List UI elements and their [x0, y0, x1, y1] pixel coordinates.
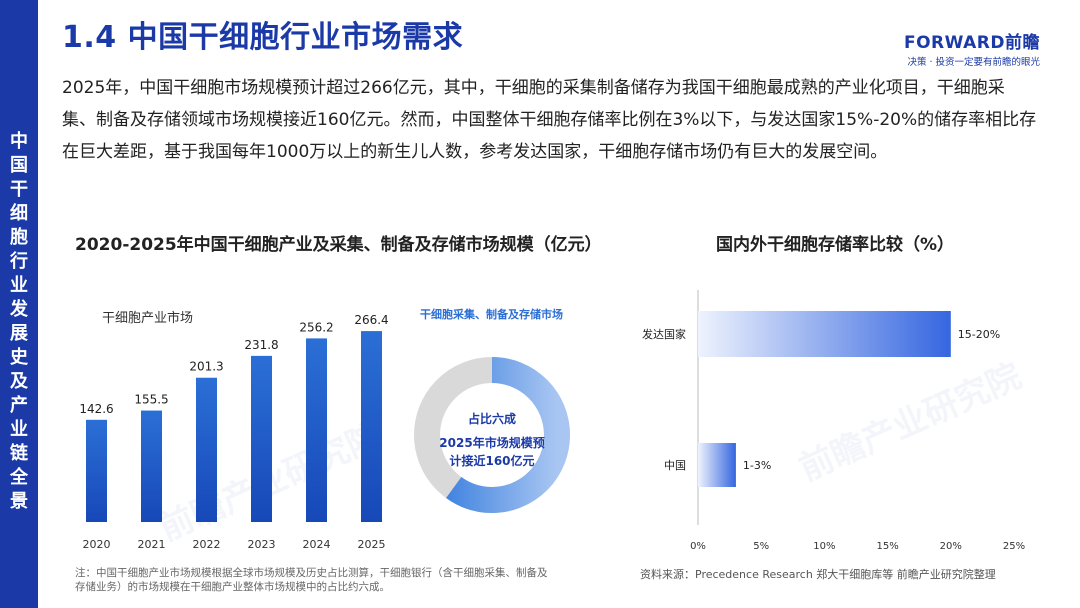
x-tick-label: 2024 [303, 538, 331, 551]
bar [86, 419, 107, 522]
bar [196, 377, 217, 522]
x-tick-label: 25% [1003, 541, 1025, 552]
bar-value-label: 266.4 [354, 313, 388, 327]
bar-value-label: 256.2 [299, 320, 333, 334]
bar [251, 355, 272, 522]
hbar-value-label: 1-3% [743, 459, 771, 472]
market-size-bar-chart: 142.6 2020 155.5 2021 201.3 2022 231.8 2023 256.… [79, 313, 388, 551]
donut-center-line-2: 2025年市场规模预 [439, 435, 544, 450]
brand-slogan: 决策 · 投资一定要有前瞻的眼光 [907, 57, 1040, 68]
category-label: 发达国家 [642, 327, 686, 341]
bar-value-label: 142.6 [79, 402, 113, 416]
data-source: 资料来源：Precedence Research 郑大干细胞库等 前瞻产业研究院… [640, 568, 996, 581]
bar [361, 331, 382, 522]
x-tick-label: 2025 [358, 538, 386, 551]
bar [306, 338, 327, 522]
side-bar: 中国干细胞行业发展史及产业链全景 [0, 0, 38, 608]
x-tick-label: 15% [876, 541, 898, 552]
donut-title: 干细胞采集、制备及存储市场 [420, 308, 563, 321]
footnote: 注：中国干细胞产业市场规模根据全球市场规模及历史占比测算，干细胞银行（含干细胞采… [75, 567, 548, 593]
brand-name: FORWARD前瞻 [903, 33, 1040, 53]
x-tick-label: 0% [690, 541, 706, 552]
brand-logo: FORWARD前瞻 决策 · 投资一定要有前瞻的眼光 [904, 28, 1040, 68]
x-tick-label: 2020 [83, 538, 111, 551]
intro-paragraph: 2025年，中国干细胞市场规模预计超过266亿元，其中，干细胞的采集制备储存为我… [62, 78, 1037, 162]
x-tick-label: 20% [940, 541, 962, 552]
bar-value-label: 155.5 [134, 393, 168, 407]
bar-value-label: 201.3 [189, 360, 223, 374]
series-label: 干细胞产业市场 [102, 311, 194, 326]
left-chart-title: 2020-2025年中国干细胞产业及采集、制备及存储市场规模（亿元） [75, 235, 602, 255]
x-tick-label: 2023 [248, 538, 276, 551]
right-chart-title: 国内外干细胞存储率比较（%） [716, 235, 955, 255]
x-tick-label: 2021 [138, 538, 166, 551]
x-tick-label: 5% [753, 541, 769, 552]
sidebar-vertical-title: 中国干细胞行业发展史及产业链全景 [10, 131, 28, 512]
storage-share-donut-chart: 占比六成 2025年市场规模预 计接近160亿元 [414, 357, 570, 513]
page-title: 1.4 中国干细胞行业市场需求 [62, 20, 464, 55]
hbar [698, 443, 736, 487]
x-tick-label: 2022 [193, 538, 221, 551]
hbar-series-group: 0% 5% 10% 15% 20% 25% 发达国家 15-20% 中国 1-3% [642, 290, 1025, 552]
storage-rate-comparison-chart: 0% 5% 10% 15% 20% 25% 发达国家 15-20% 中国 1-3% [642, 290, 1025, 552]
category-label: 中国 [664, 459, 686, 472]
hbar-value-label: 15-20% [958, 328, 1000, 341]
donut-center-line-3: 计接近160亿元 [449, 453, 534, 468]
hbar [698, 311, 951, 357]
bar-series-group: 142.6 2020 155.5 2021 201.3 2022 231.8 2023 256.… [79, 313, 388, 551]
x-tick-label: 10% [813, 541, 835, 552]
donut-center-line-1: 占比六成 [468, 411, 516, 426]
donut-share-arc [414, 357, 570, 513]
bar [141, 410, 162, 522]
bar-value-label: 231.8 [244, 338, 278, 352]
